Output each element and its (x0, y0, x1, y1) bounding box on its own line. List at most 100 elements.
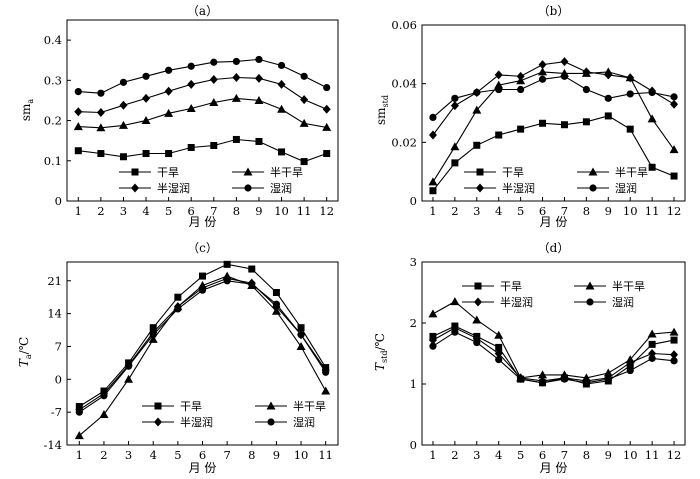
data-point (648, 88, 656, 97)
x-tick-label: 6 (199, 448, 206, 462)
legend-item: 干旱 (142, 400, 202, 413)
x-tick-label: 8 (248, 448, 255, 462)
legend-marker (474, 297, 482, 307)
legend-item: 半湿润 (462, 295, 533, 309)
data-point (604, 112, 612, 120)
series-line (78, 277, 327, 411)
plot-frame (66, 19, 339, 202)
data-point (582, 85, 590, 94)
data-point (560, 121, 568, 129)
data-point (165, 150, 173, 158)
series-line (432, 75, 675, 118)
data-point (323, 83, 331, 92)
legend-marker (474, 282, 482, 290)
data-point (538, 75, 547, 83)
legend-marker (588, 167, 598, 176)
data-point (174, 293, 182, 301)
series-diamond (74, 73, 331, 118)
data-point (74, 147, 82, 155)
data-point (604, 375, 612, 383)
data-point (248, 280, 256, 288)
series-line (78, 97, 327, 129)
data-point (277, 104, 287, 113)
x-tick-label: 2 (100, 448, 107, 462)
y-tick-label: 0.2 (44, 114, 62, 128)
legend-marker (586, 298, 594, 306)
y-tick-label: 0 (55, 372, 62, 386)
legend-marker (476, 183, 484, 193)
series-circle (74, 55, 331, 97)
y-tick-label: 0.1 (44, 154, 62, 168)
data-point (97, 89, 105, 97)
series-triangle (428, 297, 679, 382)
x-tick-label: 12 (319, 204, 334, 218)
data-point (73, 122, 83, 131)
y-tick-label: 7 (55, 339, 62, 353)
x-axis-label: 月 份 (540, 461, 568, 475)
data-point (164, 108, 174, 117)
data-point (516, 71, 525, 81)
data-point (451, 159, 459, 167)
data-point (255, 55, 263, 64)
data-point (174, 305, 182, 313)
data-point (670, 99, 679, 109)
y-tick-label: 0.02 (391, 135, 417, 149)
legend-marker (154, 417, 162, 427)
data-point (560, 375, 569, 383)
data-point (187, 79, 196, 89)
data-point (428, 130, 437, 140)
legend-marker (244, 184, 252, 192)
legend-label: 半湿润 (500, 295, 533, 309)
data-point (232, 57, 240, 66)
data-point (254, 73, 263, 83)
data-point (428, 335, 437, 345)
x-tick-label: 7 (210, 204, 217, 218)
data-point (278, 148, 286, 156)
data-point (517, 125, 525, 133)
legend-label: 半湿润 (157, 181, 190, 195)
data-point (187, 62, 195, 70)
series-line (432, 331, 675, 384)
legend-item: 湿润 (577, 181, 637, 195)
x-tick-label: 8 (233, 204, 240, 218)
legend-item: 半湿润 (142, 415, 213, 429)
data-point (494, 70, 503, 80)
legend-item: 半湿润 (119, 181, 190, 195)
data-point (517, 375, 525, 383)
legend-item: 半干旱 (574, 279, 645, 293)
x-tick-label: 4 (495, 448, 502, 462)
series-diamond (75, 273, 330, 415)
legend-item: 半湿润 (464, 181, 535, 195)
y-tick-label: -14 (43, 438, 62, 452)
legend-label: 半干旱 (612, 279, 645, 293)
data-point (648, 163, 656, 171)
x-tick-label: 7 (561, 204, 568, 218)
x-tick-label: 2 (97, 204, 104, 218)
y-axis-label: smstd (374, 95, 390, 125)
legend-label: 半干旱 (270, 165, 303, 179)
legend-marker (476, 168, 484, 176)
x-tick-label: 5 (517, 448, 524, 462)
data-point (277, 79, 286, 89)
legend-label: 湿润 (612, 295, 634, 309)
data-point (429, 342, 437, 350)
data-point (670, 357, 678, 365)
data-point (473, 88, 481, 97)
x-tick-label: 1 (429, 204, 436, 218)
data-point (669, 327, 679, 336)
data-point (231, 93, 241, 102)
data-point (118, 120, 128, 129)
x-tick-label: 3 (473, 448, 480, 462)
data-point (322, 122, 332, 131)
x-tick-label: 9 (273, 448, 280, 462)
series-line (78, 280, 327, 413)
panel-title: （c） (187, 241, 218, 255)
data-point (494, 80, 504, 89)
legend-item: 半干旱 (255, 399, 326, 413)
series-line (432, 327, 675, 382)
data-point (582, 379, 590, 387)
series-circle (429, 72, 678, 121)
data-point (626, 366, 634, 375)
data-point (142, 72, 150, 80)
legend-item: 湿润 (574, 295, 634, 309)
